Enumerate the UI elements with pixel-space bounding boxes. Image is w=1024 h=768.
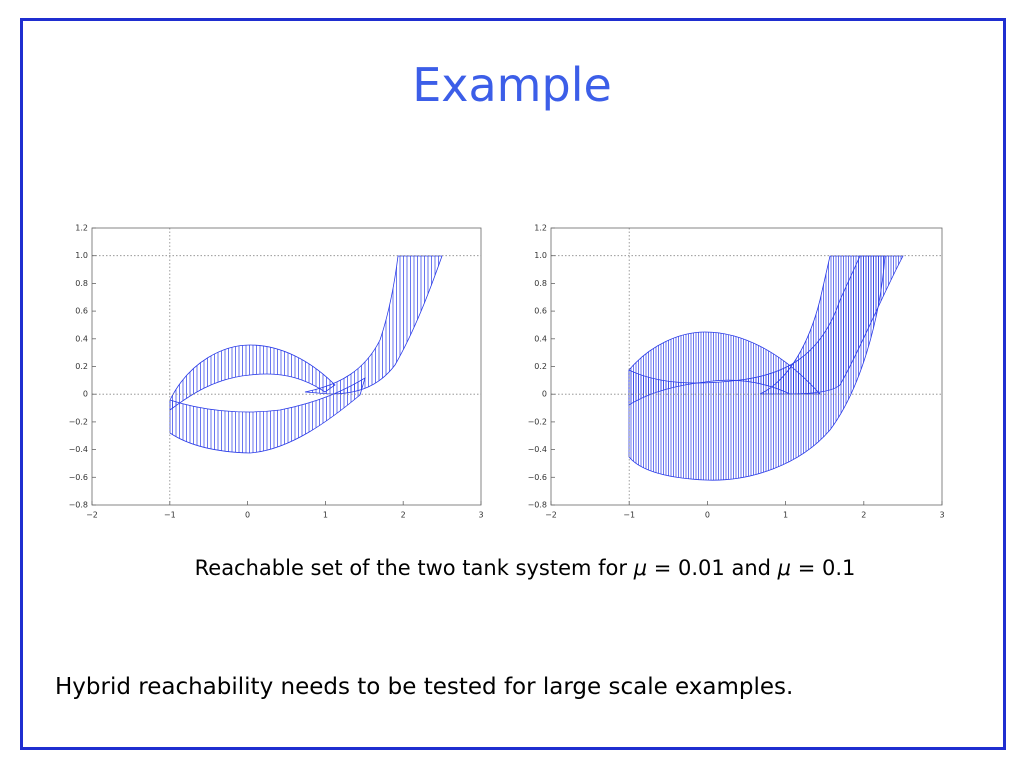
y-tick-label: −0.6	[69, 473, 88, 482]
plot: −2 −1 0 1 2 3 −0.8 −0.6 −0.4 −0.2 0 0.2 0.4 0.6 0.8 1.0…	[69, 224, 484, 520]
x-tick-label: 1	[783, 511, 788, 520]
y-tick-label: 0.6	[534, 307, 547, 316]
y-tick-label: 0.4	[534, 334, 547, 343]
mu-symbol: μ	[633, 556, 648, 580]
y-tick-label: 0	[83, 390, 88, 399]
y-tick-label: 0.8	[75, 279, 88, 288]
y-tick-label: 1.0	[75, 251, 88, 260]
y-tick-label: 0.4	[75, 334, 88, 343]
x-tick-label: −1	[164, 511, 176, 520]
y-tick-label: −0.2	[528, 417, 547, 426]
x-tick-label: −1	[623, 511, 635, 520]
reachable-set	[628, 255, 904, 481]
x-tick-label: 1	[323, 511, 328, 520]
caption-text: Reachable set of the two tank system for	[194, 556, 634, 580]
x-tick-label: −2	[545, 511, 557, 520]
note: Hybrid reachability needs to be tested f…	[55, 674, 794, 700]
x-tick-label: −2	[86, 511, 98, 520]
y-tick-label: −0.4	[69, 445, 88, 454]
y-tick-label: −0.4	[528, 445, 547, 454]
y-tick-label: 0	[542, 390, 547, 399]
y-tick-label: 1.0	[534, 251, 547, 260]
x-tick-label: 0	[705, 511, 710, 520]
y-tick-label: 0.6	[75, 307, 88, 316]
y-tick-label: −0.6	[528, 473, 547, 482]
x-tick-label: 2	[401, 511, 406, 520]
x-tick-label: 0	[245, 511, 250, 520]
y-tick-label: 0.2	[534, 362, 547, 371]
x-tick-label: 3	[939, 511, 944, 520]
caption-text: = 0.01 and	[647, 556, 778, 580]
x-tick-label: 2	[861, 511, 866, 520]
plot: −2 −1 0 1 2 3 −0.8 −0.6 −0.4 −0.2 0 0.2 0.4 0.6 0.8 1.0…	[528, 224, 945, 520]
reachable-set	[169, 255, 443, 454]
slide-title: Example	[412, 58, 612, 112]
y-tick-label: 1.2	[75, 224, 88, 233]
y-tick-label: 0.2	[75, 362, 88, 371]
mu-symbol: μ	[777, 556, 792, 580]
y-tick-label: 1.2	[534, 224, 547, 233]
y-tick-label: 0.8	[534, 279, 547, 288]
y-tick-label: −0.8	[528, 501, 547, 510]
slide-border	[20, 18, 1006, 750]
y-tick-label: −0.8	[69, 501, 88, 510]
y-tick-label: −0.2	[69, 417, 88, 426]
x-tick-label: 3	[478, 511, 483, 520]
caption-text: = 0.1	[791, 556, 856, 580]
caption: Reachable set of the two tank system for…	[0, 556, 1024, 580]
